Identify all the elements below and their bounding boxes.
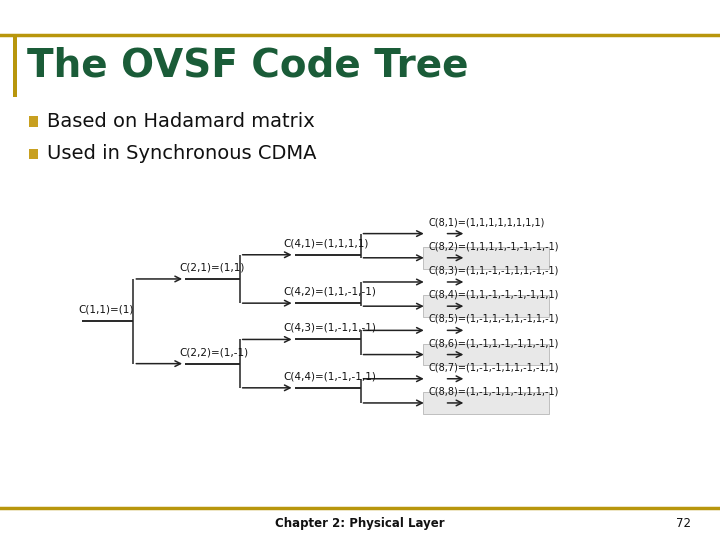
Bar bbox=[423, 247, 549, 268]
Bar bbox=[29, 116, 38, 127]
Bar bbox=[13, 35, 17, 97]
Text: C(4,3)=(1,-1,1,-1): C(4,3)=(1,-1,1,-1) bbox=[284, 323, 377, 333]
Text: C(8,5)=(1,-1,1,-1,1,-1,1,-1): C(8,5)=(1,-1,1,-1,1,-1,1,-1) bbox=[428, 314, 559, 324]
Bar bbox=[423, 392, 549, 414]
Text: C(8,4)=(1,1,-1,-1,-1,-1,1,1): C(8,4)=(1,1,-1,-1,-1,-1,1,1) bbox=[428, 289, 559, 300]
Text: C(8,6)=(1,-1,1,-1,-1,1,-1,1): C(8,6)=(1,-1,1,-1,-1,1,-1,1) bbox=[428, 338, 559, 348]
Text: C(4,1)=(1,1,1,1): C(4,1)=(1,1,1,1) bbox=[284, 238, 369, 248]
Text: C(8,1)=(1,1,1,1,1,1,1,1): C(8,1)=(1,1,1,1,1,1,1,1) bbox=[428, 217, 544, 227]
Text: Used in Synchronous CDMA: Used in Synchronous CDMA bbox=[47, 144, 316, 164]
Text: 72: 72 bbox=[676, 517, 691, 530]
Text: C(4,2)=(1,1,-1,-1): C(4,2)=(1,1,-1,-1) bbox=[284, 287, 377, 296]
Text: C(8,8)=(1,-1,-1,1,-1,1,1,-1): C(8,8)=(1,-1,-1,1,-1,1,1,-1) bbox=[428, 387, 559, 396]
Text: C(8,7)=(1,-1,-1,1,1,-1,-1,1): C(8,7)=(1,-1,-1,1,1,-1,-1,1) bbox=[428, 362, 559, 372]
Text: The OVSF Code Tree: The OVSF Code Tree bbox=[27, 47, 469, 85]
Bar bbox=[423, 344, 549, 366]
Bar bbox=[29, 148, 38, 159]
Text: C(8,2)=(1,1,1,1,-1,-1,-1,-1): C(8,2)=(1,1,1,1,-1,-1,-1,-1) bbox=[428, 241, 559, 251]
Text: C(4,4)=(1,-1,-1,1): C(4,4)=(1,-1,-1,1) bbox=[284, 372, 377, 381]
Text: Based on Hadamard matrix: Based on Hadamard matrix bbox=[47, 112, 315, 131]
Text: C(2,1)=(1,1): C(2,1)=(1,1) bbox=[179, 262, 245, 273]
Bar bbox=[423, 295, 549, 317]
Text: C(8,3)=(1,1,-1,-1,1,1,-1,-1): C(8,3)=(1,1,-1,-1,1,1,-1,-1) bbox=[428, 266, 559, 275]
Text: C(1,1)=(1): C(1,1)=(1) bbox=[78, 305, 134, 315]
Text: C(2,2)=(1,-1): C(2,2)=(1,-1) bbox=[179, 347, 248, 357]
Text: Chapter 2: Physical Layer: Chapter 2: Physical Layer bbox=[275, 517, 445, 530]
